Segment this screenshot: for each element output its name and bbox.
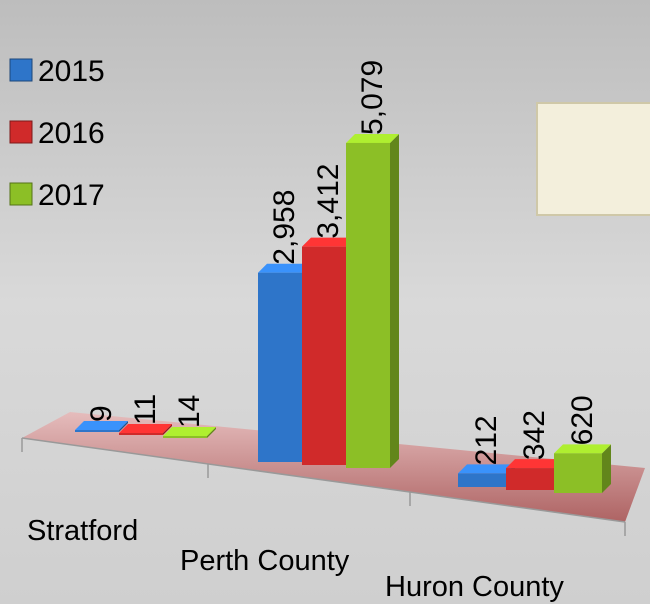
bar-front (346, 142, 390, 468)
bar-front (119, 433, 163, 435)
data-label: 3,412 (312, 164, 345, 239)
bar-side (390, 133, 399, 468)
bar-front (302, 246, 346, 465)
bar-side (163, 424, 172, 435)
legend-label: 2016 (38, 117, 105, 150)
data-label: 342 (518, 410, 551, 460)
x-tick-label: Huron County (385, 571, 564, 603)
data-label: 2,958 (268, 190, 301, 265)
bar-front (506, 468, 554, 490)
bar-top (302, 237, 355, 247)
bar-top (346, 133, 399, 143)
bar (119, 424, 172, 435)
bar (554, 444, 611, 493)
data-label: 9 (85, 405, 118, 422)
bar-side (207, 427, 216, 438)
bar-top (258, 263, 311, 273)
x-tick-label: Stratford (27, 515, 138, 547)
bar-top (554, 444, 611, 454)
data-label: 11 (129, 394, 162, 425)
bar-side (602, 444, 611, 493)
bar-top (75, 421, 128, 430)
bar (346, 133, 399, 468)
bar-front (458, 473, 506, 487)
text-box (536, 102, 650, 216)
bar-top (458, 464, 515, 474)
bar-top (506, 459, 563, 469)
bar-front (258, 272, 302, 462)
bar-front (163, 436, 207, 438)
floor-edge (21, 437, 626, 523)
legend-label: 2017 (38, 179, 105, 212)
bar-side (119, 421, 128, 432)
legend-swatch (9, 58, 33, 82)
legend-label: 2015 (38, 55, 105, 88)
data-label: 212 (470, 415, 503, 465)
x-tick-label: Perth County (180, 545, 350, 577)
bar-top (163, 427, 216, 436)
floor-ticks (21, 438, 626, 536)
data-label: 14 (173, 395, 206, 428)
legend-swatch (9, 120, 33, 144)
bar-front (554, 453, 602, 493)
data-label: 620 (566, 395, 599, 445)
bar (75, 421, 128, 432)
bar-front (75, 430, 119, 432)
data-label: 5,079 (356, 60, 389, 135)
bar-top (119, 424, 172, 433)
floor (22, 412, 645, 522)
bar (163, 427, 216, 438)
legend-swatch (9, 182, 33, 206)
plot: 9 11 14 2,958 3,412 5,079 212 342 620 (75, 60, 611, 493)
